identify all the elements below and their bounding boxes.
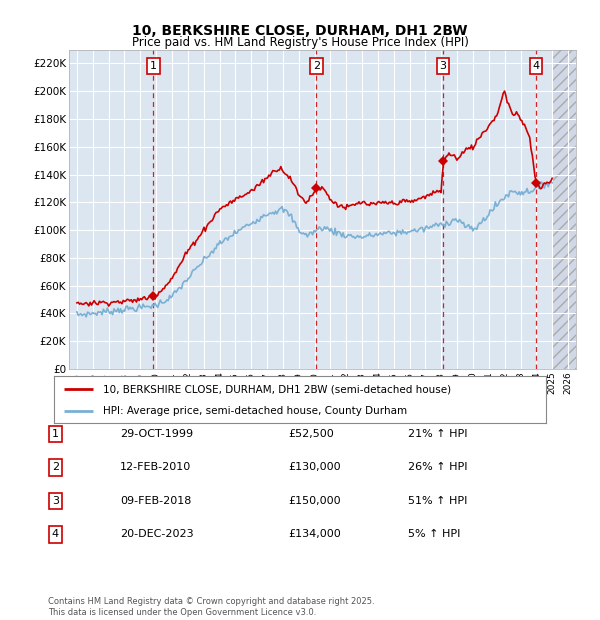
Text: £130,000: £130,000 <box>288 463 341 472</box>
Text: 26% ↑ HPI: 26% ↑ HPI <box>408 463 467 472</box>
Text: £52,500: £52,500 <box>288 429 334 439</box>
Text: 10, BERKSHIRE CLOSE, DURHAM, DH1 2BW (semi-detached house): 10, BERKSHIRE CLOSE, DURHAM, DH1 2BW (se… <box>103 384 451 394</box>
Text: 09-FEB-2018: 09-FEB-2018 <box>120 496 191 506</box>
Text: Price paid vs. HM Land Registry's House Price Index (HPI): Price paid vs. HM Land Registry's House … <box>131 36 469 49</box>
Text: 2: 2 <box>313 61 320 71</box>
Text: HPI: Average price, semi-detached house, County Durham: HPI: Average price, semi-detached house,… <box>103 406 407 416</box>
Text: Contains HM Land Registry data © Crown copyright and database right 2025.
This d: Contains HM Land Registry data © Crown c… <box>48 598 374 617</box>
Text: 4: 4 <box>532 61 539 71</box>
Text: £134,000: £134,000 <box>288 529 341 539</box>
Text: 1: 1 <box>52 429 59 439</box>
Text: 20-DEC-2023: 20-DEC-2023 <box>120 529 194 539</box>
Text: 51% ↑ HPI: 51% ↑ HPI <box>408 496 467 506</box>
Text: 4: 4 <box>52 529 59 539</box>
Text: 1: 1 <box>150 61 157 71</box>
Text: 2: 2 <box>52 463 59 472</box>
Text: 10, BERKSHIRE CLOSE, DURHAM, DH1 2BW: 10, BERKSHIRE CLOSE, DURHAM, DH1 2BW <box>132 24 468 38</box>
Text: 3: 3 <box>52 496 59 506</box>
Text: 12-FEB-2010: 12-FEB-2010 <box>120 463 191 472</box>
Text: 29-OCT-1999: 29-OCT-1999 <box>120 429 193 439</box>
Text: 21% ↑ HPI: 21% ↑ HPI <box>408 429 467 439</box>
Text: £150,000: £150,000 <box>288 496 341 506</box>
Bar <box>552 50 576 369</box>
Text: 3: 3 <box>440 61 446 71</box>
Text: 5% ↑ HPI: 5% ↑ HPI <box>408 529 460 539</box>
